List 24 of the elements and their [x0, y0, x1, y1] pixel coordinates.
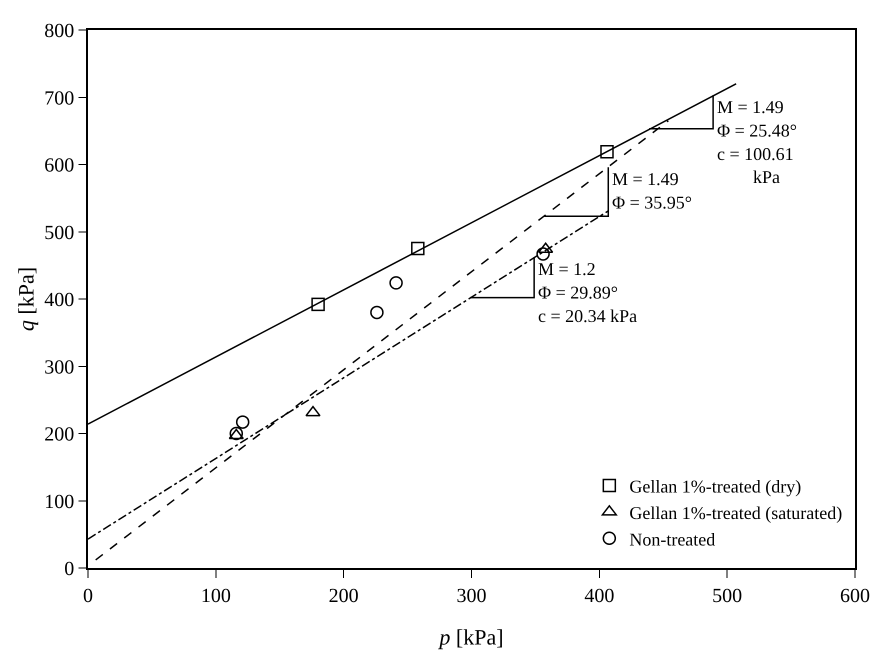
x-axis-title: p [kPa] [437, 624, 504, 650]
x-tick-label: 400 [584, 584, 614, 607]
x-tick-label: 300 [456, 584, 486, 607]
y-tick-label: 700 [44, 87, 74, 110]
x-tick-label: 200 [328, 584, 359, 607]
annotation: M = 1.2 Φ = 29.89° c = 20.34 kPa [538, 259, 638, 326]
y-tick-label: 600 [44, 154, 74, 176]
legend-label: Gellan 1%-treated (saturated) [629, 502, 842, 523]
y-tick-label: 300 [44, 356, 74, 378]
legend-label: Non-treated [629, 529, 716, 550]
legend-label: Gellan 1%-treated (dry) [629, 476, 802, 496]
annotation: M = 1.49 Φ = 25.48° c = 100.61 kPa [717, 97, 798, 188]
annotation: M = 1.49 Φ = 35.95° [612, 169, 692, 212]
x-tick-label: 600 [840, 584, 870, 607]
y-tick-label: 100 [44, 490, 74, 513]
y-tick-label: 800 [44, 20, 74, 42]
x-tick-label: 0 [83, 584, 93, 607]
y-tick-label: 500 [44, 222, 74, 244]
x-tick-label: 500 [712, 584, 742, 607]
y-tick-label: 200 [44, 424, 74, 446]
y-tick-label: 400 [44, 289, 74, 311]
x-tick-label: 100 [200, 584, 231, 607]
y-axis-title: q [kPa] [14, 266, 38, 332]
y-tick-label: 0 [64, 558, 74, 580]
